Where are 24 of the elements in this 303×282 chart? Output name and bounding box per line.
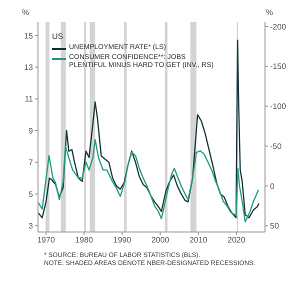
- y2-tick-label: 0: [270, 182, 275, 191]
- x-tick-label: 2000: [151, 236, 170, 245]
- y-tick-label: 3: [28, 222, 34, 230]
- y-axis-title: %: [22, 8, 30, 18]
- y2-tick-label: -150: [270, 62, 287, 72]
- line-series: [38, 139, 260, 222]
- x-tick-label: 1990: [113, 236, 132, 245]
- y2-tick-label: -100: [270, 102, 287, 112]
- text: US: [52, 32, 64, 42]
- y-tick-label: 11: [24, 94, 34, 104]
- x-tick-label: 1980: [75, 236, 94, 245]
- y-tick-label: 9: [28, 126, 34, 136]
- y-tick-label: 7: [28, 158, 34, 168]
- y2-tick-label: -50: [270, 142, 282, 151]
- y-tick-label: 5: [28, 190, 34, 199]
- y2-tick-label: 50: [270, 222, 280, 231]
- y2-tick-label: -200: [270, 22, 287, 32]
- x-tick-label: 2010: [189, 236, 208, 245]
- y-tick-label: 13: [24, 63, 34, 72]
- x-tick-label: 2020: [228, 236, 246, 245]
- x-tick-label: 1970: [37, 236, 56, 245]
- y2-axis-title: %: [266, 8, 273, 18]
- line-series: [38, 40, 260, 218]
- y-tick-label: 15: [24, 31, 34, 40]
